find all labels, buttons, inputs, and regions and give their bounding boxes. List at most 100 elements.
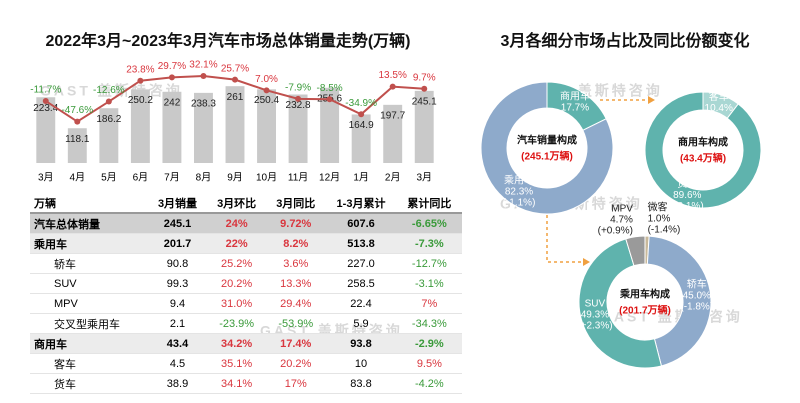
bar xyxy=(351,114,371,163)
x-tick-label: 3月 xyxy=(38,172,54,184)
segment-change-label: (-1.8%) xyxy=(680,302,713,313)
table-cell: -4.2% xyxy=(396,373,462,394)
x-tick-label: 8月 xyxy=(196,172,212,184)
table-row: 客车 4.5 35.1% 20.2% 10 9.5% xyxy=(30,353,462,374)
table-row: 货车 38.9 34.1% 17% 83.8 -4.2% xyxy=(30,373,462,394)
bar xyxy=(225,86,245,163)
table-cell: MPV xyxy=(30,293,148,314)
connector xyxy=(546,99,648,263)
table-cell: 201.7 xyxy=(147,233,208,254)
line-marker xyxy=(358,111,365,118)
bar xyxy=(194,92,213,163)
line-marker xyxy=(295,95,302,102)
segment-value-label: 4.7% xyxy=(610,215,633,226)
segment-label: 商用车 xyxy=(560,90,590,103)
line-value-label: 23.8% xyxy=(126,64,154,75)
donut-title: 汽车销量构成 xyxy=(517,134,577,147)
x-tick-label: 5月 xyxy=(101,172,117,184)
line-value-label: -34.9% xyxy=(345,98,377,109)
line-value-label: 25.7% xyxy=(221,63,249,74)
segment-change-label: (+0.9%) xyxy=(598,226,633,237)
line-marker xyxy=(200,72,207,79)
table-cell: -53.9% xyxy=(266,313,326,334)
line-value-label: -7.9% xyxy=(285,82,311,93)
donut-subtitle: (43.4万辆) xyxy=(680,152,726,165)
table-cell: 乘用车 xyxy=(30,233,148,254)
table-cell: 2.1 xyxy=(147,313,208,334)
bar-value-label: 250.4 xyxy=(254,95,279,106)
bar xyxy=(130,89,150,163)
line-marker xyxy=(168,74,175,81)
table-cell: 607.6 xyxy=(325,213,397,234)
table-cell: 9.4 xyxy=(147,293,208,314)
table-row: 商用车 43.4 34.2% 17.4% 93.8 -2.9% xyxy=(30,333,462,354)
segment-value-label: 17.7% xyxy=(561,103,589,114)
table-cell: 20.2% xyxy=(266,353,326,374)
segment-change-label: (-1.1%) xyxy=(503,198,536,209)
bar xyxy=(162,91,182,163)
table-cell: 轿车 xyxy=(30,253,148,274)
table-cell: 25.2% xyxy=(207,253,267,274)
segment-value-label: 45.0% xyxy=(683,291,711,302)
table-cell: 35.1% xyxy=(207,353,267,374)
table-cell: 商用车 xyxy=(30,333,148,354)
arrow-head xyxy=(583,258,590,266)
bar-value-label: 186.2 xyxy=(96,114,121,125)
table-cell: 13.3% xyxy=(266,273,326,294)
bar-value-label: 261 xyxy=(227,92,244,103)
connector-arrow xyxy=(546,215,583,263)
line-value-label: -47.6% xyxy=(61,105,93,116)
donut-segment xyxy=(578,238,663,369)
line-value-label: 29.7% xyxy=(158,61,186,72)
table-cell: 34.2% xyxy=(207,333,267,354)
donut-subtitle: (245.1万辆) xyxy=(521,150,573,163)
segment-value-label: 82.3% xyxy=(505,187,533,198)
segment-label: MPV xyxy=(611,204,633,215)
table-cell: 9.5% xyxy=(396,353,462,374)
table-cell: 4.5 xyxy=(147,353,208,374)
table-cell: 258.5 xyxy=(325,273,397,294)
bar xyxy=(67,128,87,163)
table-cell: 31.0% xyxy=(207,293,267,314)
table-cell: 9.72% xyxy=(266,213,326,234)
table-header-cell: 3月环比 xyxy=(207,193,267,214)
line-value-label: 7.0% xyxy=(255,74,278,85)
table-header-cell: 3月同比 xyxy=(266,193,326,214)
line-marker xyxy=(421,85,428,92)
table-header-cell: 3月销量 xyxy=(147,193,208,214)
table-cell: -6.65% xyxy=(396,213,462,234)
table-cell: 43.4 xyxy=(147,333,208,354)
bar-value-label: 250.2 xyxy=(128,95,153,106)
segment-label: 微客 xyxy=(648,201,668,214)
table-cell: SUV xyxy=(30,273,148,294)
line-value-label: 9.7% xyxy=(413,72,436,83)
segment-value-label: 89.6% xyxy=(673,190,701,201)
data-table: 万辆 3月销量 3月环比 3月同比 1-3月累计 累计同比 汽车总体销量 245.1 24% 9.… xyxy=(30,193,462,394)
table-row: MPV 9.4 31.0% 29.4% 22.4 7% xyxy=(30,293,462,314)
table-row: 汽车总体销量 245.1 24% 9.72% 607.6 -6.65% xyxy=(30,213,462,234)
x-tick-label: 2月 xyxy=(385,172,401,184)
table-cell: 227.0 xyxy=(325,253,397,274)
line-value-label: -8.5% xyxy=(317,83,343,94)
segment-label: 货车 xyxy=(677,177,697,190)
table-header-cell: 累计同比 xyxy=(396,193,462,214)
x-tick-label: 11月 xyxy=(288,172,308,184)
table-cell: 513.8 xyxy=(325,233,397,254)
table-cell: 5.9 xyxy=(325,313,397,334)
table-cell: 22% xyxy=(207,233,267,254)
x-tick-label: 7月 xyxy=(164,172,180,184)
line-marker xyxy=(263,87,270,94)
table-cell: 7% xyxy=(396,293,462,314)
table-cell: 90.8 xyxy=(147,253,208,274)
line-marker xyxy=(326,96,333,103)
table-cell: 17% xyxy=(266,373,326,394)
table-cell: 22.4 xyxy=(325,293,397,314)
segment-label: 轿车 xyxy=(687,278,707,291)
table-cell: 24% xyxy=(207,213,267,234)
donut-segment xyxy=(644,91,762,209)
bar-value-label: 232.8 xyxy=(286,100,311,111)
bar-value-label: 245.1 xyxy=(412,97,437,108)
donut-title: 商用车构成 xyxy=(678,136,728,149)
table-header-row: 万辆 3月销量 3月环比 3月同比 1-3月累计 累计同比 xyxy=(30,193,462,214)
